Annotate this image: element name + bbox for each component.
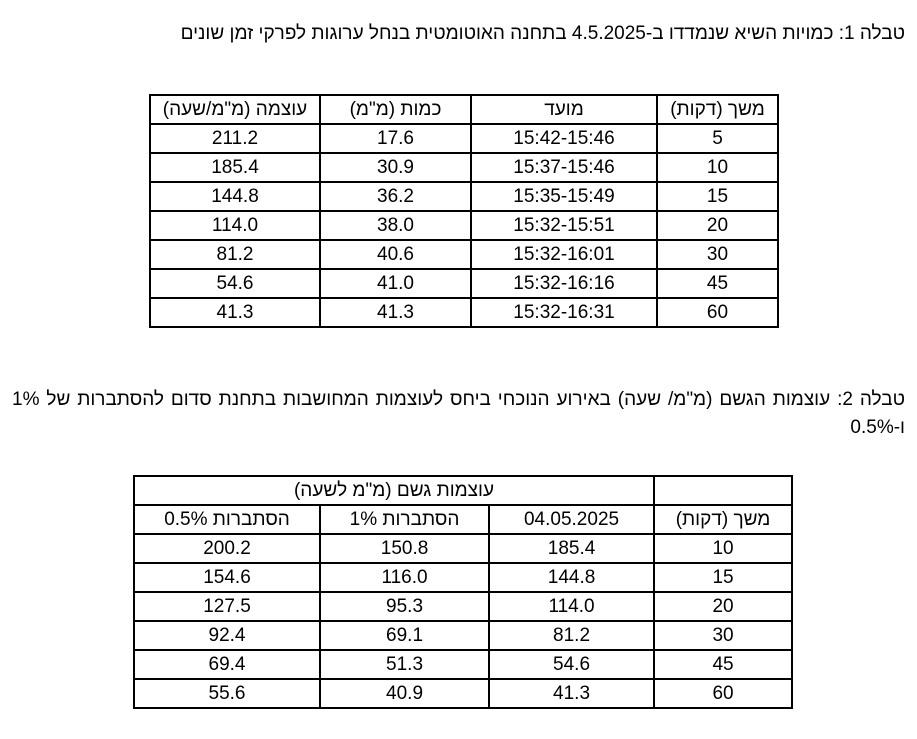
cell: 81.2 xyxy=(488,620,656,651)
row: 30 81.2 69.1 92.4 xyxy=(132,620,794,651)
cell: 15:32-16:01 xyxy=(470,239,658,270)
group-header-cell: עוצמות גשם (מ"מ לשעה) xyxy=(132,475,656,506)
header-cell: משך (דקות) xyxy=(653,504,794,535)
cell: 10 xyxy=(653,533,794,564)
row: 10 15:37-15:46 30.9 185.4 xyxy=(149,152,779,183)
cell: 15:42-15:46 xyxy=(470,123,658,154)
table: עוצמות גשם (מ"מ לשעה) משך (דקות) 04.05.202… xyxy=(132,475,794,709)
header-cell: עוצמה (מ"מ/שעה) xyxy=(149,94,321,125)
cell: 38.0 xyxy=(319,210,472,241)
row: 15 15:35-15:49 36.2 144.8 xyxy=(149,181,779,212)
cell: 144.8 xyxy=(149,181,321,212)
cell: 69.4 xyxy=(132,649,322,680)
cell: 60 xyxy=(656,297,779,328)
cell: 69.1 xyxy=(319,620,491,651)
caption: טבלה 1: כמויות השיא שנמדדו ב-4.5.2025 בת… xyxy=(180,23,905,44)
cell: 20 xyxy=(653,591,794,622)
row: 45 15:32-16:16 41.0 54.6 xyxy=(149,268,779,299)
cell: 30 xyxy=(656,239,779,270)
cell: 55.6 xyxy=(132,678,322,709)
cell: 81.2 xyxy=(149,239,321,270)
cell: 185.4 xyxy=(149,152,321,183)
header-cell: משך (דקות) xyxy=(656,94,779,125)
row: 15 144.8 116.0 154.6 xyxy=(132,562,794,593)
caption: טבלה 2: עוצמות הגשם (מ"מ/ שעה) באירוע הנ… xyxy=(12,389,905,438)
cell: 144.8 xyxy=(488,562,656,593)
cell: 17.6 xyxy=(319,123,472,154)
row: 60 15:32-16:31 41.3 41.3 xyxy=(149,297,779,328)
cell: 150.8 xyxy=(319,533,491,564)
cell: 51.3 xyxy=(319,649,491,680)
row: 20 15:32-15:51 38.0 114.0 xyxy=(149,210,779,241)
cell: 36.2 xyxy=(319,181,472,212)
cell: 154.6 xyxy=(132,562,322,593)
group-header-row: עוצמות גשם (מ"מ לשעה) xyxy=(132,475,794,506)
cell: 41.3 xyxy=(319,297,472,328)
header-row: משך (דקות) 04.05.2025 הסתברות 1% הסתברות 0.… xyxy=(132,504,794,535)
cell: 95.3 xyxy=(319,591,491,622)
cell: 60 xyxy=(653,678,794,709)
cell: 15 xyxy=(653,562,794,593)
cell: 40.9 xyxy=(319,678,491,709)
cell: 116.0 xyxy=(319,562,491,593)
header-cell: הסתברות 1% xyxy=(319,504,491,535)
cell: 54.6 xyxy=(149,268,321,299)
header-cell: 04.05.2025 xyxy=(488,504,656,535)
row: 60 41.3 40.9 55.6 xyxy=(132,678,794,709)
header-cell: הסתברות 0.5% xyxy=(132,504,322,535)
row: 10 185.4 150.8 200.2 xyxy=(132,533,794,564)
row: 5 15:42-15:46 17.6 211.2 xyxy=(149,123,779,154)
cell: 114.0 xyxy=(149,210,321,241)
cell: 54.6 xyxy=(488,649,656,680)
cell: 45 xyxy=(653,649,794,680)
cell: 45 xyxy=(656,268,779,299)
cell: 200.2 xyxy=(132,533,322,564)
cell: 10 xyxy=(656,152,779,183)
cell: 15:32-16:16 xyxy=(470,268,658,299)
cell: 5 xyxy=(656,123,779,154)
cell: 15:32-16:31 xyxy=(470,297,658,328)
row: 45 54.6 51.3 69.4 xyxy=(132,649,794,680)
header-cell: כמות (מ"מ) xyxy=(319,94,472,125)
cell: 40.6 xyxy=(319,239,472,270)
cell: 15 xyxy=(656,181,779,212)
header-cell: מועד xyxy=(470,94,658,125)
cell: 20 xyxy=(656,210,779,241)
cell: 30.9 xyxy=(319,152,472,183)
cell: 15:35-15:49 xyxy=(470,181,658,212)
cell: 41.3 xyxy=(149,297,321,328)
cell: 211.2 xyxy=(149,123,321,154)
cell: 41.0 xyxy=(319,268,472,299)
cell: 92.4 xyxy=(132,620,322,651)
header-cell xyxy=(653,475,794,506)
cell: 30 xyxy=(653,620,794,651)
cell: 15:37-15:46 xyxy=(470,152,658,183)
header-row: משך (דקות) מועד כמות (מ"מ) עוצמה (מ"מ/שעה) xyxy=(149,94,779,125)
table: משך (דקות) מועד כמות (מ"מ) עוצמה (מ"מ/שעה) 5… xyxy=(149,94,779,328)
cell: 114.0 xyxy=(488,591,656,622)
cell: 127.5 xyxy=(132,591,322,622)
row: 20 114.0 95.3 127.5 xyxy=(132,591,794,622)
cell: 185.4 xyxy=(488,533,656,564)
row: 30 15:32-16:01 40.6 81.2 xyxy=(149,239,779,270)
cell: 15:32-15:51 xyxy=(470,210,658,241)
cell: 41.3 xyxy=(488,678,656,709)
